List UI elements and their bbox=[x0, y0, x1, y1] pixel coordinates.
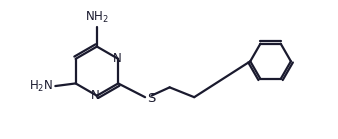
Text: S: S bbox=[147, 92, 155, 105]
Text: N: N bbox=[113, 52, 121, 65]
Text: NH$_2$: NH$_2$ bbox=[85, 10, 109, 25]
Text: N: N bbox=[91, 89, 100, 102]
Text: H$_2$N: H$_2$N bbox=[29, 79, 53, 94]
